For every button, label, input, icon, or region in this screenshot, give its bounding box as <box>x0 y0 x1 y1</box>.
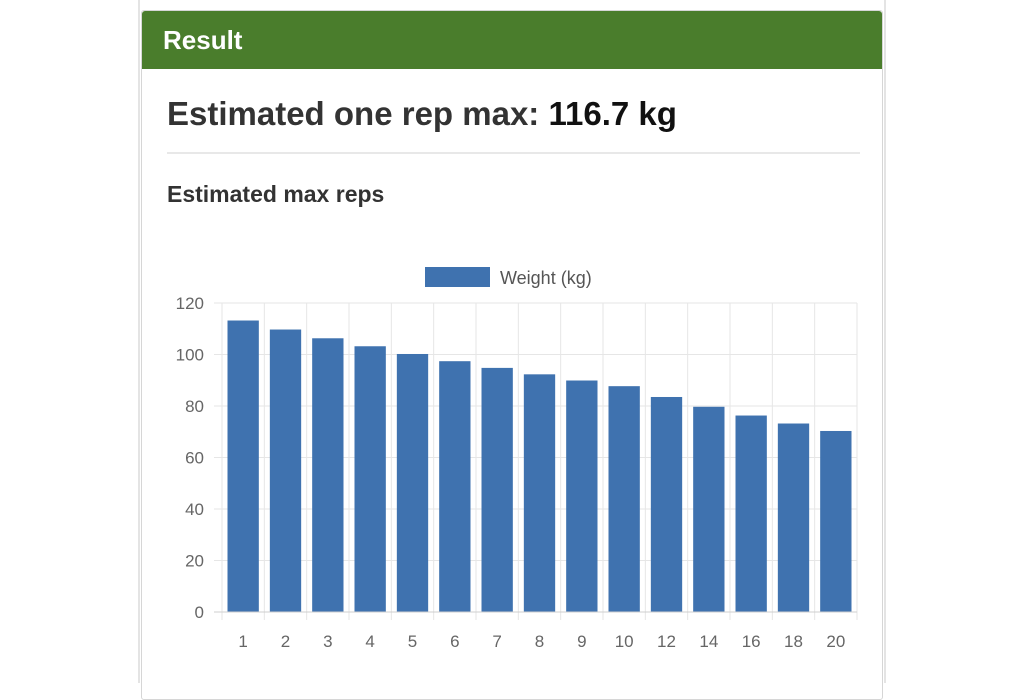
x-tick-label: 20 <box>826 632 845 651</box>
x-tick-label: 1 <box>238 632 247 651</box>
x-tick-label: 5 <box>408 632 417 651</box>
page-right-border <box>884 0 886 683</box>
bar-2 <box>269 329 302 612</box>
y-tick-label: 120 <box>176 294 204 313</box>
x-tick-label: 10 <box>615 632 634 651</box>
x-tick-label: 6 <box>450 632 459 651</box>
bar-4 <box>354 346 386 612</box>
one-rep-max-result: Estimated one rep max: 116.7 kg <box>167 95 677 133</box>
bar-1 <box>227 320 259 612</box>
x-tick-label: 7 <box>492 632 501 651</box>
bar-9 <box>566 380 598 612</box>
y-tick-label: 20 <box>185 552 204 571</box>
x-tick-label: 14 <box>699 632 718 651</box>
page-left-border <box>138 0 140 683</box>
x-tick-label: 18 <box>784 632 803 651</box>
bar-18 <box>777 423 810 612</box>
chart-legend: Weight (kg) <box>425 267 592 288</box>
bar-14 <box>693 406 725 612</box>
x-tick-label: 2 <box>281 632 290 651</box>
result-label: Estimated one rep max: <box>167 95 540 132</box>
result-value: 116.7 kg <box>548 95 677 132</box>
y-tick-label: 60 <box>185 449 204 468</box>
bar-3 <box>312 338 344 612</box>
legend-label: Weight (kg) <box>500 268 592 288</box>
x-tick-label: 4 <box>365 632 374 651</box>
bar-20 <box>820 430 852 612</box>
x-tick-label: 8 <box>535 632 544 651</box>
chart-bars <box>227 320 852 612</box>
divider <box>167 152 860 154</box>
x-tick-label: 12 <box>657 632 676 651</box>
bar-6 <box>439 361 471 612</box>
bar-5 <box>396 353 429 612</box>
y-tick-label: 40 <box>185 500 204 519</box>
section-heading: Estimated max reps <box>167 181 385 207</box>
bar-7 <box>481 367 513 612</box>
y-tick-label: 0 <box>195 603 204 622</box>
legend-swatch <box>425 267 490 287</box>
y-tick-label: 80 <box>185 397 204 416</box>
x-tick-label: 3 <box>323 632 332 651</box>
bar-16 <box>735 415 767 612</box>
bar-10 <box>608 386 640 612</box>
x-tick-label: 16 <box>742 632 761 651</box>
bar-12 <box>650 396 683 612</box>
x-tick-label: 9 <box>577 632 586 651</box>
bar-8 <box>523 374 556 612</box>
card-header: Result <box>142 11 882 69</box>
card-header-title: Result <box>163 25 243 55</box>
y-tick-label: 100 <box>176 346 204 365</box>
